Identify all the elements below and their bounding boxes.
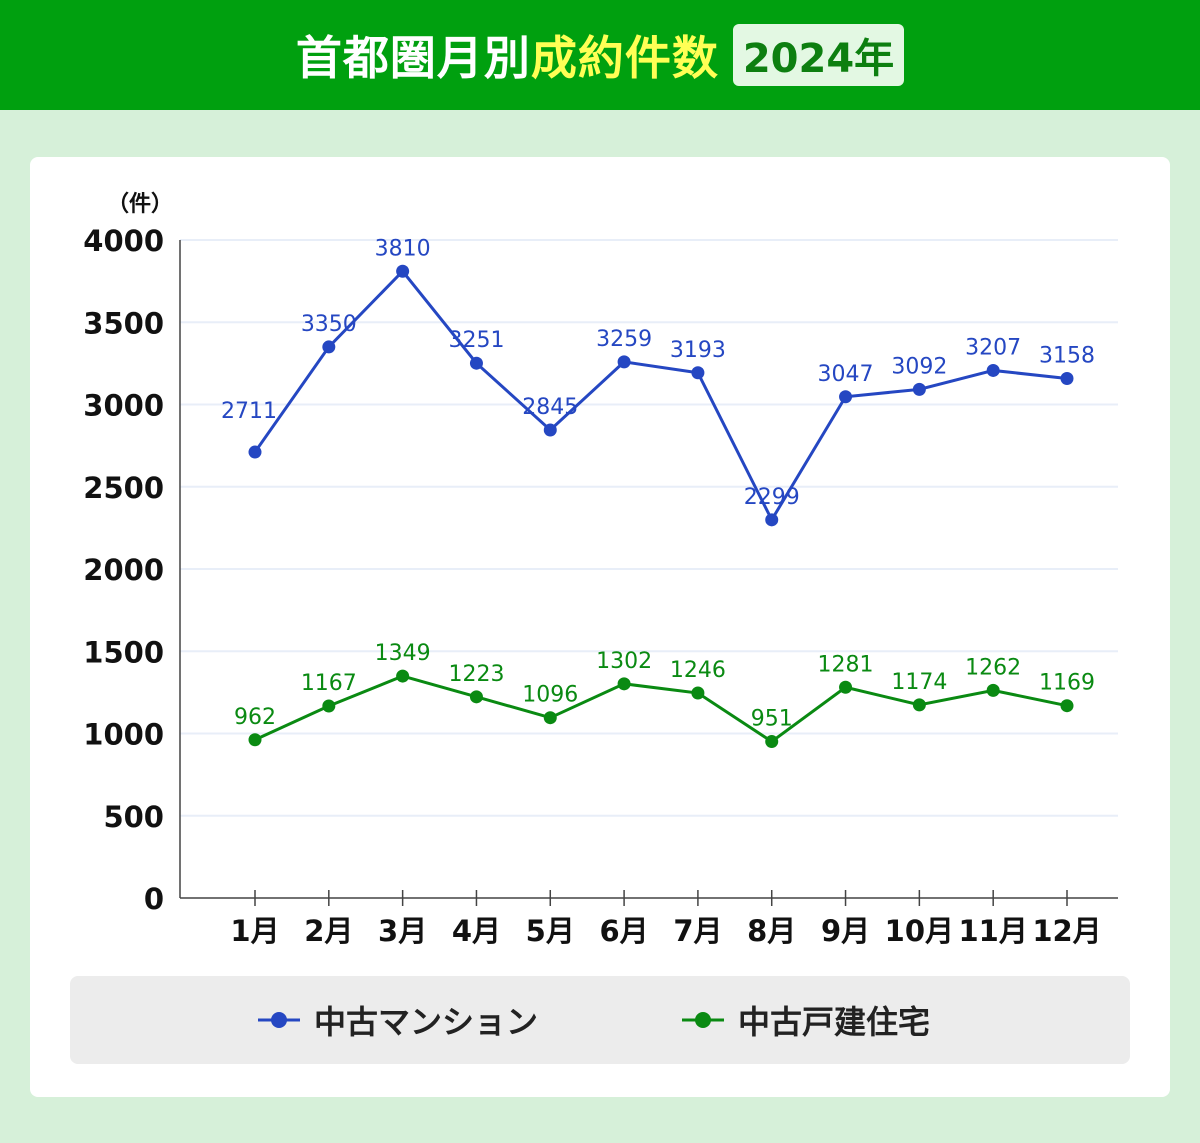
data-label: 3251 [448,328,504,353]
legend-item-house: 中古戸建住宅 [680,976,930,1064]
data-point [322,340,336,354]
data-label: 951 [751,707,793,732]
title-main: 首都圏月別 [295,31,531,85]
data-label: 1174 [891,670,947,695]
data-point [986,363,1000,377]
x-tick-label: 9月 [821,914,870,948]
page-title: 首都圏月別成約件数 [296,22,719,88]
data-point [617,355,631,369]
data-label: 1349 [375,641,431,666]
series-line-1 [254,674,1068,744]
data-point [765,735,779,749]
data-label: 3207 [965,335,1021,360]
y-tick-label: 0 [144,882,164,916]
year-badge: 2024年 [732,24,905,86]
data-point [691,366,705,380]
x-tick-label: 5月 [526,914,575,948]
data-label: 3158 [1039,344,1095,369]
title-highlight: 成約件数 [530,31,719,85]
data-label: 2299 [744,485,800,510]
data-point [248,733,262,747]
data-point [986,683,1000,697]
data-point [543,711,557,725]
data-point [1060,699,1074,713]
y-tick-label: 500 [103,800,164,834]
x-tick-label: 3月 [378,914,427,948]
header-banner: 首都圏月別成約件数 2024年 [0,0,1200,110]
data-label: 3259 [596,327,652,352]
data-point [469,690,483,704]
data-label: 1302 [596,649,652,674]
x-tick-label: 8月 [747,914,796,948]
data-label: 2845 [522,395,578,420]
data-point [765,513,779,527]
data-label: 962 [234,705,276,730]
data-label: 1223 [448,662,504,687]
data-label: 2711 [221,399,277,424]
y-tick-label: 2500 [83,471,164,505]
legend-label: 中古マンション [314,1003,539,1041]
legend-item-mansion: 中古マンション [256,976,538,1064]
data-label: 1169 [1039,671,1095,696]
legend: 中古マンション 中古戸建住宅 [70,976,1130,1064]
data-point [322,699,336,713]
y-axis-label: （件） [107,192,173,217]
x-tick-label: 12月 [1032,914,1101,948]
data-point [469,356,483,370]
data-point [839,390,853,404]
data-label: 3193 [670,338,726,363]
data-label: 1167 [301,671,357,696]
data-label: 3810 [375,236,431,261]
x-tick-label: 10月 [885,914,954,948]
data-point [1060,372,1074,386]
data-point [691,686,705,700]
x-tick-label: 4月 [452,914,501,948]
data-point [912,698,926,712]
data-point [839,680,853,694]
y-tick-label: 3500 [83,306,164,340]
chart-card: （件） 0 500 1000 1500 2000 2500 3000 3500 4000 1月 2月… [30,157,1170,1097]
x-tick-label: 1月 [230,914,279,948]
data-point [912,382,926,396]
y-tick-label: 3000 [83,389,164,423]
data-label: 1262 [965,655,1021,680]
data-point [248,445,262,459]
legend-label: 中古戸建住宅 [738,1003,931,1041]
x-tick-label: 7月 [673,914,722,948]
x-tick-label: 11月 [959,914,1028,948]
data-point [396,669,410,683]
data-label: 3092 [891,354,947,379]
data-point [396,264,410,278]
data-label: 1281 [818,652,874,677]
series-line-0 [253,268,1068,523]
y-tick-label: 2000 [83,553,164,587]
y-tick-label: 1500 [83,635,164,669]
y-tick-label: 1000 [83,718,164,752]
legend-marker-icon [258,1012,300,1028]
legend-marker-icon [682,1012,724,1028]
y-tick-label: 4000 [83,224,164,258]
data-label: 3047 [818,362,874,387]
data-point [543,423,557,437]
data-label: 3350 [301,312,357,337]
data-label: 1096 [522,683,578,708]
line-chart: （件） 0 500 1000 1500 2000 2500 3000 3500 4000 1月 2月… [83,192,1118,948]
data-point [617,677,631,691]
x-tick-label: 6月 [599,914,648,948]
data-label: 1246 [670,658,726,683]
x-tick-label: 2月 [304,914,353,948]
